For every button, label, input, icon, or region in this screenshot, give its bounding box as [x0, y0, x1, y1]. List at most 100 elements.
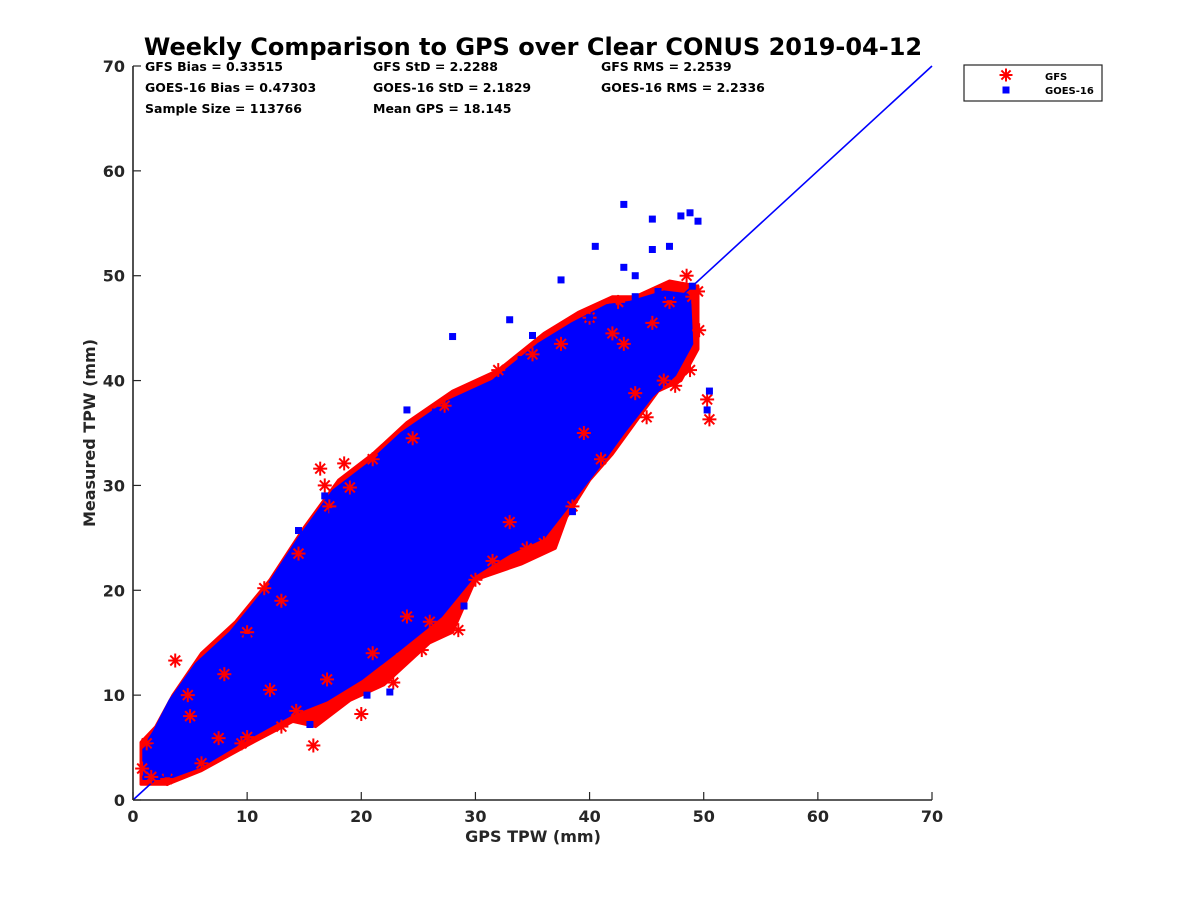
y-tick-label: 70	[103, 57, 125, 76]
goes16-point	[688, 282, 696, 290]
gfs-point	[502, 515, 517, 530]
gfs-point	[399, 609, 414, 624]
goes16-point	[431, 408, 439, 416]
legend-box	[963, 64, 1103, 102]
gfs-point	[289, 703, 304, 718]
gfs-point	[139, 736, 154, 751]
stat-goes16-std: GOES-16 StD = 2.1829	[373, 80, 531, 95]
goes16-point	[323, 597, 331, 605]
goes16-point	[540, 466, 548, 474]
goes16-point	[665, 242, 673, 250]
goes16-point	[232, 728, 240, 736]
goes16-point	[517, 356, 525, 364]
goes16-point	[586, 314, 594, 322]
goes16-point	[460, 471, 468, 479]
gfs-point	[194, 756, 209, 771]
gfs-point	[291, 546, 306, 561]
stat-gfs-bias: GFS Bias = 0.33515	[145, 59, 283, 74]
goes16-point	[346, 649, 354, 657]
goes16-point	[563, 329, 571, 337]
gfs-point	[320, 672, 335, 687]
goes16-point	[671, 356, 679, 364]
x-tick-label: 70	[921, 807, 943, 826]
x-tick-label: 20	[350, 807, 372, 826]
gfs-point	[274, 593, 289, 608]
goes16-point	[403, 406, 411, 414]
gfs-point	[668, 378, 683, 393]
goes16-point	[665, 293, 673, 301]
gfs-point	[616, 336, 631, 351]
gfs-point	[405, 431, 420, 446]
gfs-point	[211, 731, 226, 746]
x-tick-label: 40	[578, 807, 600, 826]
legend-goes16-marker	[1002, 86, 1010, 94]
goes16-point	[529, 408, 536, 416]
goes16-point	[506, 429, 514, 437]
reference-line-layer	[132, 65, 933, 801]
goes16-point	[597, 345, 605, 353]
goes16-point	[449, 560, 457, 568]
goes16-point	[694, 217, 702, 225]
gfs-point	[628, 386, 643, 401]
gfs-point	[536, 536, 551, 551]
goes16-point	[568, 508, 576, 516]
goes16-point	[620, 200, 628, 208]
y-tick-label: 30	[103, 476, 125, 495]
gfs-point	[217, 667, 232, 682]
x-axis-title: GPS TPW (mm)	[465, 827, 601, 846]
goes16-point	[369, 555, 377, 563]
gfs-point	[468, 572, 483, 587]
legend-goes16-label: GOES-16	[1045, 86, 1094, 97]
y-tick-label: 60	[103, 162, 125, 181]
stat-gfs-rms: GFS RMS = 2.2539	[601, 59, 732, 74]
goes16-point	[357, 502, 365, 510]
gfs-point	[135, 761, 150, 776]
gfs-point	[183, 709, 198, 724]
gfs-point	[702, 412, 717, 427]
stat-mean-gps: Mean GPS = 18.145	[373, 101, 511, 116]
goes16-point	[266, 602, 274, 610]
goes16-point	[460, 602, 468, 610]
plot-area	[132, 65, 933, 801]
gfs-point	[274, 719, 289, 734]
goes16-point	[414, 581, 422, 589]
gfs-point	[519, 541, 534, 556]
gfs-point	[365, 452, 380, 467]
goes16-point	[152, 744, 160, 752]
gfs-point	[240, 730, 255, 745]
goes16-point	[574, 366, 582, 374]
gfs-point	[679, 268, 694, 283]
goes16-point	[323, 665, 331, 673]
goes16-point	[637, 350, 645, 358]
gfs-point	[576, 426, 591, 440]
goes16-point	[163, 770, 171, 778]
goes16-point	[175, 712, 183, 720]
goes16-point	[209, 702, 217, 710]
gfs-point	[234, 736, 249, 751]
gfs-point	[437, 398, 452, 413]
goes16-point	[197, 681, 205, 689]
x-tick-label: 60	[807, 807, 829, 826]
goes16-point	[220, 654, 228, 662]
gfs-point	[525, 347, 540, 362]
gfs-point	[422, 614, 437, 629]
goes16-point	[255, 660, 263, 668]
goes16-point	[686, 209, 694, 217]
gfs-point	[168, 653, 183, 668]
goes16-point	[392, 534, 400, 542]
goes16-point	[648, 215, 656, 223]
gfs-point	[639, 410, 654, 425]
goes16-point	[329, 508, 337, 516]
goes16-point	[232, 681, 240, 689]
goes16-point	[557, 276, 565, 284]
legend-gfs-asterisk	[999, 68, 1013, 82]
goes16-point	[289, 576, 297, 584]
gfs-point	[451, 623, 466, 638]
gfs-point	[342, 480, 357, 495]
gfs-point	[491, 363, 506, 378]
gfs-point	[313, 461, 328, 476]
goes16-point	[551, 387, 559, 395]
gfs-point	[605, 326, 620, 341]
goes16-point	[494, 502, 502, 510]
